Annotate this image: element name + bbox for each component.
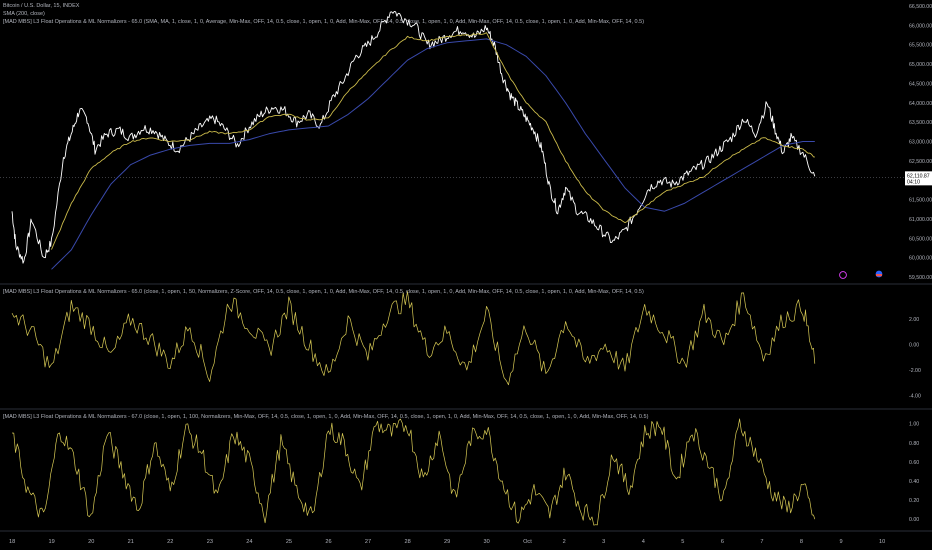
time-axis: 18 19 20 21 22 23 24 25 26 27 28 29 30 Oct 2 3 4 5 6 7 8 9 10 (9, 539, 885, 545)
x-tick-label: 25 (286, 539, 292, 545)
y-tick-label: 0.00 (909, 517, 919, 523)
y-tick-label: 66,500.00 (909, 4, 932, 10)
y-tick-label: 0.80 (909, 441, 919, 447)
x-tick-label: 8 (800, 539, 803, 545)
last-price-label: 62,110.87 (907, 173, 930, 179)
indicator-legend-main: [MAD MBS] L3 Float Operations & ML Norma… (3, 19, 645, 25)
series-layer (11, 10, 816, 526)
y-tick-label: 62,500.00 (909, 159, 932, 165)
y-tick-label: 61,000.00 (909, 217, 932, 223)
x-tick-label: Oct (523, 539, 532, 545)
x-tick-label: 3 (602, 539, 605, 545)
x-tick-label: 7 (760, 539, 763, 545)
x-tick-label: 19 (49, 539, 55, 545)
y-tick-label: 64,500.00 (909, 81, 932, 87)
pane-separators (0, 177, 932, 532)
y-tick-label: 61,500.00 (909, 198, 932, 204)
countdown-label: 04:10 (907, 179, 920, 185)
x-tick-label: 5 (681, 539, 684, 545)
x-tick-label: 26 (325, 539, 331, 545)
x-tick-label: 30 (484, 539, 490, 545)
y-tick-label: 1.00 (909, 422, 919, 428)
x-tick-label: 23 (207, 539, 213, 545)
y-tick-label: 60,000.00 (909, 256, 932, 262)
x-tick-label: 24 (246, 539, 252, 545)
y-tick-label: 60,500.00 (909, 236, 932, 242)
y-tick-label: -2.00 (909, 368, 921, 374)
oscillator1-legend: [MAD MBS] L3 Float Operations & ML Norma… (3, 289, 644, 295)
x-tick-label: 2 (563, 539, 566, 545)
main-pane-title: Bitcoin / U.S. Dollar, 15, INDEX (3, 3, 80, 9)
oscillator-series-line (11, 418, 816, 526)
x-tick-label: 28 (404, 539, 410, 545)
y-tick-label: 63,000.00 (909, 140, 932, 146)
flag-marker-stripe (876, 274, 882, 277)
y-tick-label: -4.00 (909, 394, 921, 400)
y-tick-label: 66,000.00 (909, 23, 932, 29)
x-tick-label: 21 (128, 539, 134, 545)
average-series-line (51, 32, 815, 250)
oscillator2-legend: [MAD MBS] L3 Float Operations & ML Norma… (3, 414, 649, 420)
x-tick-label: 18 (9, 539, 15, 545)
x-tick-label: 20 (88, 539, 94, 545)
y-tick-label: 64,000.00 (909, 101, 932, 107)
x-tick-label: 27 (365, 539, 371, 545)
y-tick-label: 65,500.00 (909, 43, 932, 49)
x-tick-label: 10 (879, 539, 885, 545)
x-tick-label: 9 (839, 539, 842, 545)
x-tick-label: 4 (642, 539, 645, 545)
event-marker-icon[interactable] (839, 271, 847, 279)
price-axis: 66,500.00 66,000.00 65,500.00 65,000.00 64,5… (909, 4, 932, 523)
x-tick-label: 22 (167, 539, 173, 545)
y-tick-label: 2.00 (909, 317, 919, 323)
y-tick-label: 0.00 (909, 343, 919, 349)
x-tick-label: 29 (444, 539, 450, 545)
price-series-line (11, 10, 816, 264)
sma-legend: SMA (200, close) (3, 11, 45, 17)
last-price-badge[interactable] (905, 171, 932, 186)
y-tick-label: 63,500.00 (909, 120, 932, 126)
y-tick-label: 0.40 (909, 479, 919, 485)
y-tick-label: 59,500.00 (909, 275, 932, 281)
y-tick-label: 0.20 (909, 498, 919, 504)
x-tick-label: 6 (721, 539, 724, 545)
y-tick-label: 65,000.00 (909, 62, 932, 68)
sma-series-line (51, 38, 815, 270)
y-tick-label: 0.60 (909, 460, 919, 466)
oscillator-series-line (11, 291, 816, 386)
